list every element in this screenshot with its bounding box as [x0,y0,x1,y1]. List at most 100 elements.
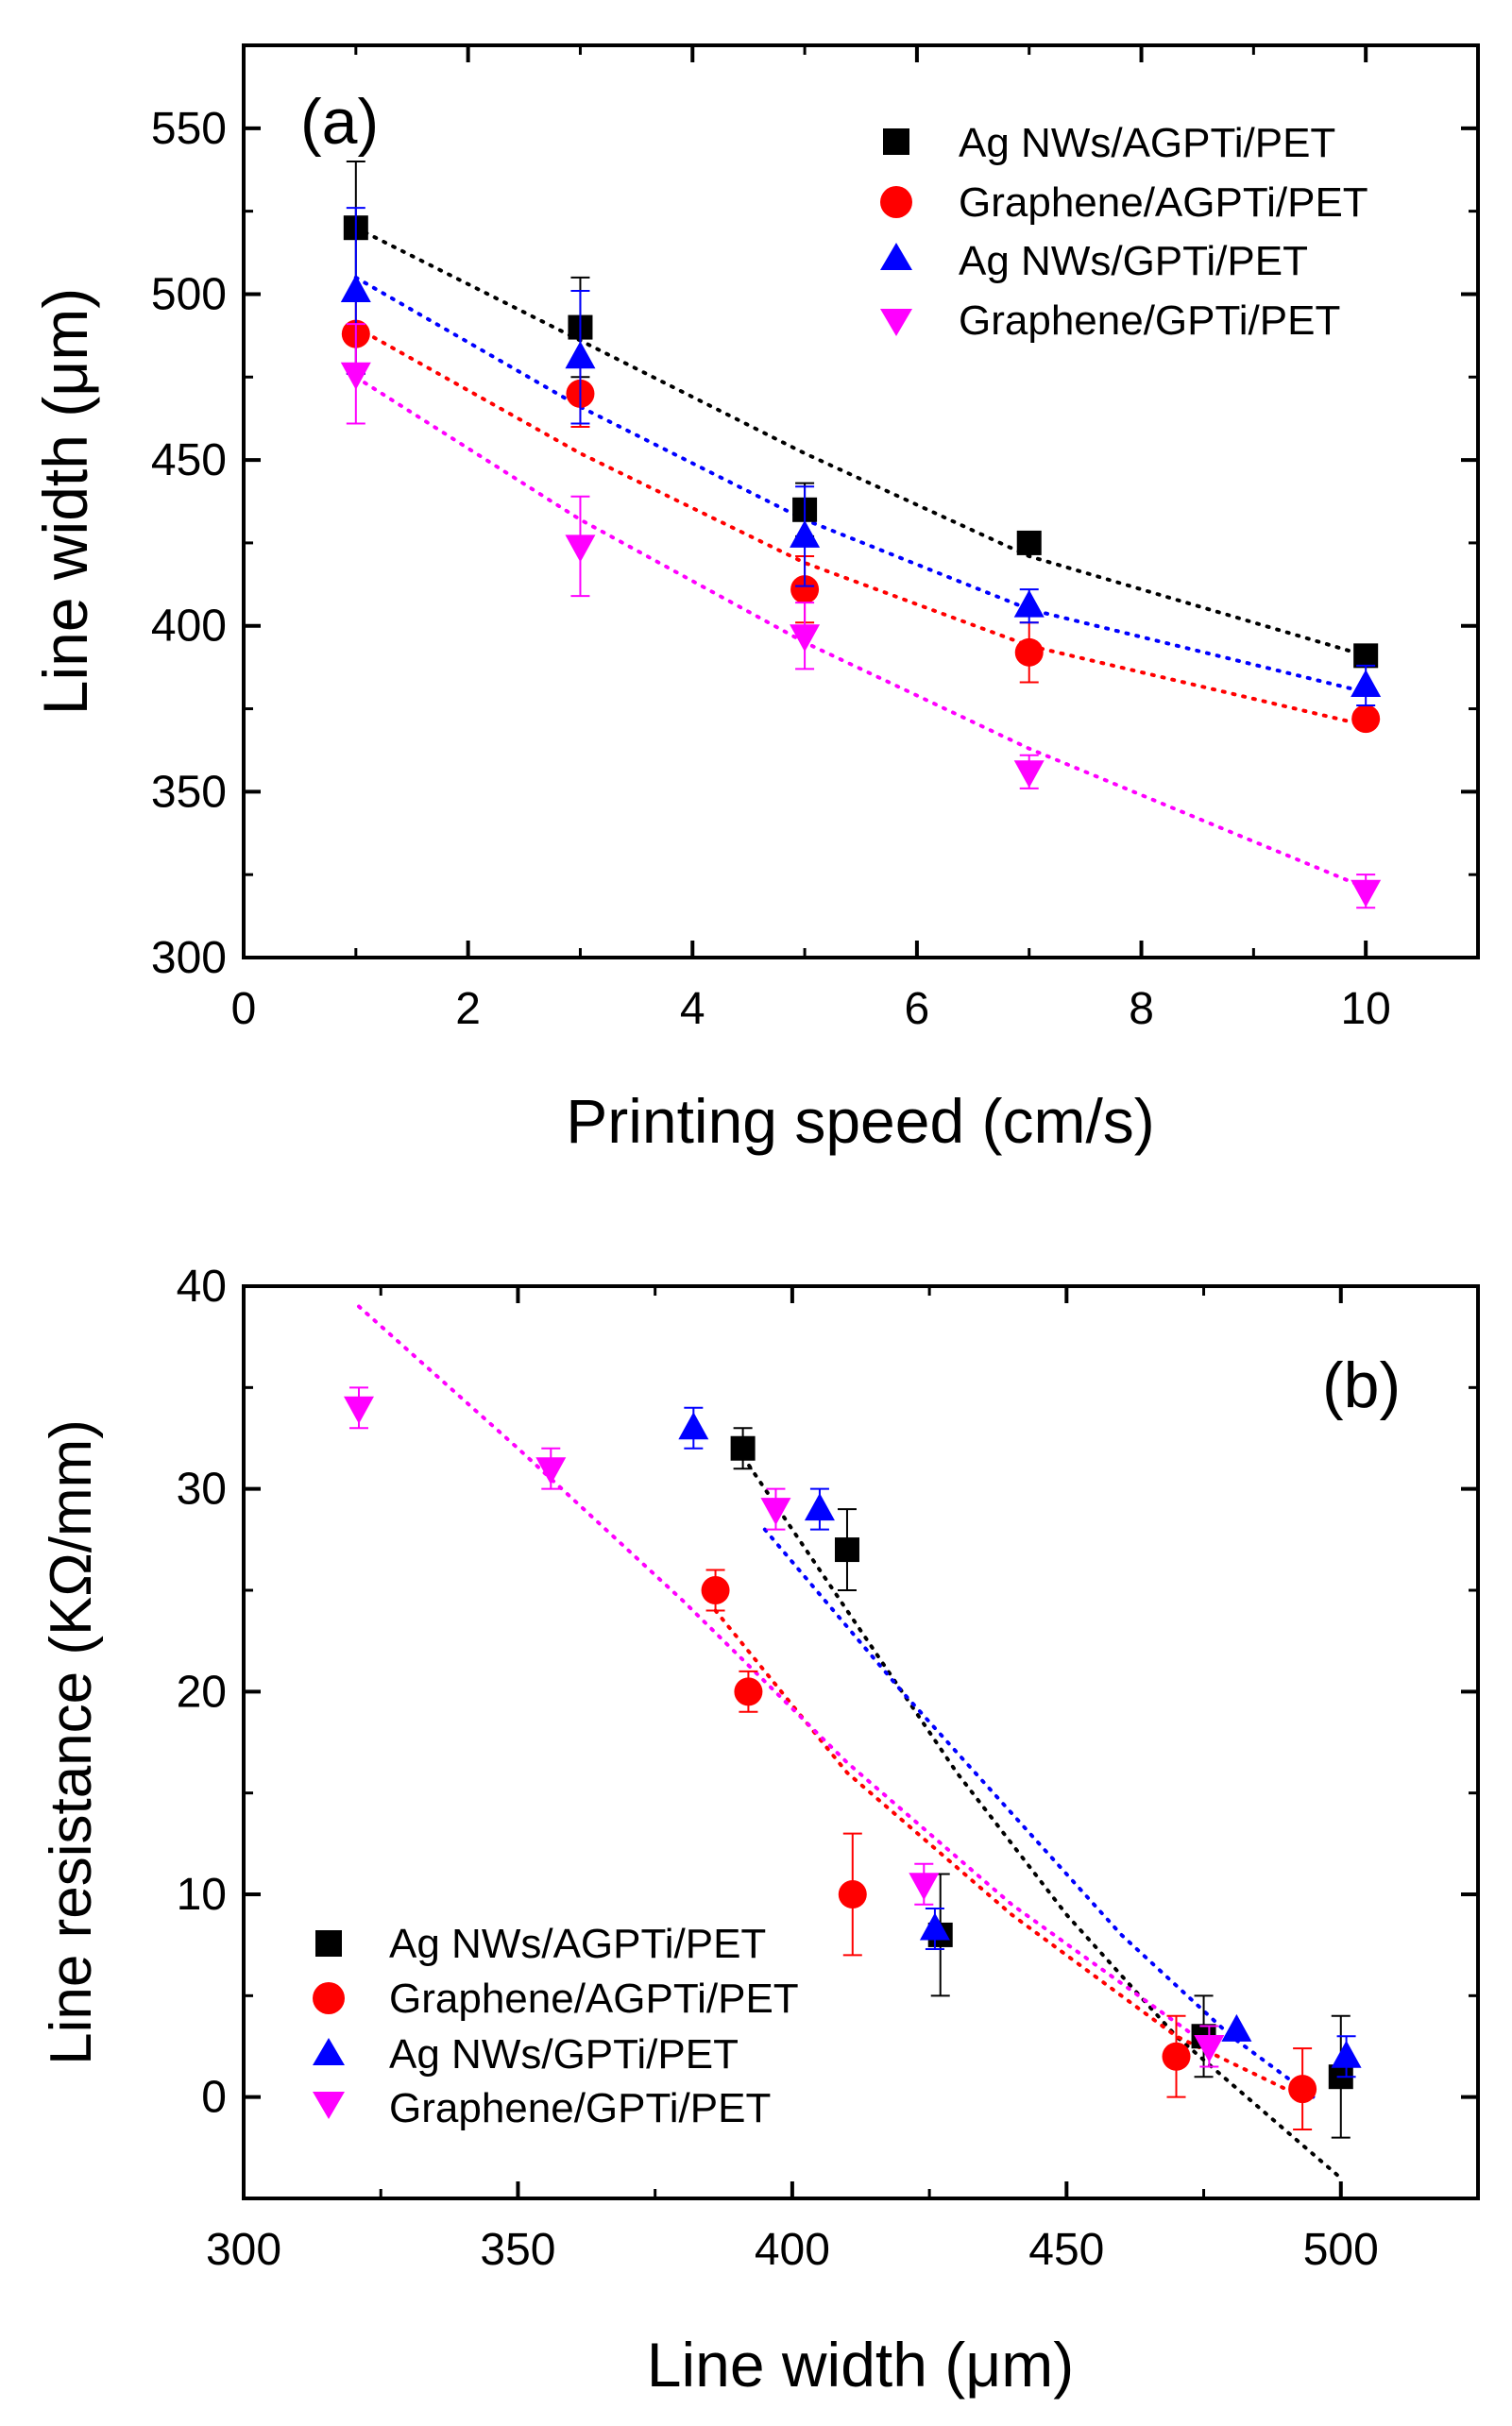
a-y-tick-label-300: 300 [151,933,227,983]
b-series-ag-nws-gpti-pet [678,1406,1362,2078]
panel-a-legend-symbol-graphene-agpti [880,186,912,218]
b-series-graphene-gpti-pet [343,1386,1225,2068]
a-trend-graphene-agpti-pet [353,325,1368,728]
panel-a-legend-label-graphene-agpti: Graphene/AGPTi/PET [959,179,1368,226]
b-y-tick-label-20: 20 [177,1667,227,1717]
a-point-graphene-gpti-pet-4 [1351,879,1382,908]
a-y-tick-label-500: 500 [151,269,227,319]
panel-a-legend-label-ag-nws-agpti: Ag NWs/AGPTi/PET [959,120,1335,166]
panel-b-legend-symbol-ag-nws-agpti [315,1930,342,1957]
panel-b-tick-labels: 300 350 400 450 500 0 10 20 30 40 [177,1262,1379,2275]
a-point-graphene-gpti-pet-3 [1013,760,1045,789]
panel-b-data-marks [343,1386,1362,2139]
a-trend-ag-nws-agpti-pet [353,226,1368,658]
b-series-graphene-agpti-pet [701,1569,1317,2131]
a-point-ag-nws-gpti-pet-3 [1013,589,1045,618]
a-point-ag-nws-gpti-pet-0 [340,274,371,302]
b-x-tick-label-400: 400 [755,2225,830,2275]
b-point-graphene-gpti-pet-3 [909,1873,940,1901]
b-y-tick-label-0: 0 [201,2073,227,2123]
a-point-graphene-gpti-pet-0 [340,362,371,390]
a-y-tick-label-400: 400 [151,602,227,652]
b-trend-ag-nws-agpti-pet [735,1446,1343,2180]
panel-a-data-marks [340,160,1382,909]
b-point-graphene-agpti-pet-2 [838,1880,867,1909]
panel-a-y-axis-label: Line width (μm) [30,288,100,716]
a-point-ag-nws-gpti-pet-2 [790,519,821,548]
a-point-graphene-gpti-pet-1 [565,534,596,563]
b-x-tick-label-350: 350 [480,2225,555,2275]
panel-b-label: (b) [1322,1349,1401,1421]
b-point-graphene-gpti-pet-2 [760,1498,791,1526]
panel-b-legend-label-ag-nws-agpti: Ag NWs/AGPTi/PET [389,1921,766,1967]
b-point-graphene-agpti-pet-1 [734,1677,763,1706]
panel-a-label: (a) [300,86,379,158]
a-point-ag-nws-gpti-pet-1 [565,341,596,369]
a-point-graphene-agpti-pet-2 [790,575,820,604]
b-point-graphene-agpti-pet-4 [1288,2075,1317,2104]
a-y-tick-label-350: 350 [151,767,227,817]
panel-a-legend-symbol-ag-nws-agpti [883,128,909,155]
panel-a-tick-marks [242,45,1478,959]
b-trend-ag-nws-gpti-pet [762,1527,1316,2099]
b-point-ag-nws-gpti-pet-1 [804,1493,835,1521]
b-point-ag-nws-gpti-pet-4 [1331,2040,1362,2068]
panel-a: 0 2 4 6 8 10 300 350 400 450 500 550 (a) Printing s… [30,43,1480,1156]
b-point-ag-nws-gpti-pet-3 [1221,2013,1252,2042]
panel-a-x-axis-label: Printing speed (cm/s) [566,1086,1155,1156]
panel-b-plot-frame [242,1284,1480,2200]
a-x-tick-label-6: 6 [905,984,930,1034]
b-y-tick-label-10: 10 [177,1870,227,1920]
a-trend-graphene-gpti-pet [353,375,1368,891]
b-point-graphene-gpti-pet-1 [535,1457,567,1485]
a-x-tick-label-0: 0 [231,984,257,1034]
panel-b-y-axis-label: Line resistance (KΩ/mm) [39,1419,104,2065]
a-point-ag-nws-agpti-pet-3 [1016,530,1042,555]
panel-a-legend-label-ag-nws-gpti: Ag NWs/GPTi/PET [959,238,1308,284]
a-y-tick-label-550: 550 [151,104,227,154]
b-point-graphene-agpti-pet-3 [1162,2042,1191,2071]
panel-a-legend: Ag NWs/AGPTi/PET Graphene/AGPTi/PET Ag N… [880,120,1368,344]
a-point-graphene-agpti-pet-3 [1014,637,1044,667]
b-x-tick-label-300: 300 [206,2225,281,2275]
a-point-graphene-agpti-pet-4 [1351,704,1381,734]
b-y-tick-label-30: 30 [177,1465,227,1515]
b-x-tick-label-500: 500 [1303,2225,1379,2275]
panel-b-legend-symbol-graphene-agpti [313,1982,345,2014]
a-x-tick-label-8: 8 [1129,984,1154,1034]
panel-b-legend-symbol-graphene-gpti [313,2092,345,2119]
a-series-ag-nws-gpti-pet [340,207,1382,707]
b-point-ag-nws-agpti-pet-0 [730,1435,756,1461]
panel-b-legend-label-graphene-agpti: Graphene/AGPTi/PET [389,1976,799,2022]
b-point-graphene-gpti-pet-4 [1194,2035,1225,2062]
b-point-graphene-gpti-pet-0 [343,1396,374,1424]
panel-a-plot-frame [242,43,1480,959]
b-series-ag-nws-agpti-pet [730,1427,1353,2139]
a-point-graphene-gpti-pet-2 [790,624,821,653]
b-point-graphene-agpti-pet-0 [701,1576,730,1604]
a-series-graphene-gpti-pet [340,323,1382,909]
a-point-ag-nws-gpti-pet-4 [1351,669,1382,697]
panel-b-legend-label-ag-nws-gpti: Ag NWs/GPTi/PET [389,2031,739,2078]
a-x-tick-label-10: 10 [1340,984,1390,1034]
panel-b-legend-label-graphene-gpti: Graphene/GPTi/PET [389,2085,771,2131]
b-point-ag-nws-agpti-pet-1 [834,1537,859,1563]
panel-b-x-axis-label: Line width (μm) [647,2330,1075,2400]
panel-b-legend: Ag NWs/AGPTi/PET Graphene/AGPTi/PET Ag N… [313,1921,799,2131]
panel-a-legend-symbol-ag-nws-gpti [880,243,912,270]
panel-b-legend-symbol-ag-nws-gpti [313,2038,345,2065]
b-point-ag-nws-gpti-pet-0 [678,1412,709,1440]
a-x-tick-label-2: 2 [455,984,481,1034]
panel-b: 300 350 400 450 500 0 10 20 30 40 (b) Line width … [39,1262,1480,2400]
b-trend-graphene-agpti-pet [713,1608,1305,2099]
panel-a-legend-symbol-graphene-gpti [880,309,912,336]
a-x-tick-label-4: 4 [680,984,705,1034]
b-point-ag-nws-gpti-pet-2 [919,1912,950,1941]
a-y-tick-label-450: 450 [151,435,227,485]
b-x-tick-label-450: 450 [1028,2225,1104,2275]
b-y-tick-label-40: 40 [177,1262,227,1312]
panel-a-legend-label-graphene-gpti: Graphene/GPTi/PET [959,297,1340,344]
b-trend-graphene-gpti-pet [357,1304,1212,2048]
panel-b-tick-marks [242,1284,1478,2198]
